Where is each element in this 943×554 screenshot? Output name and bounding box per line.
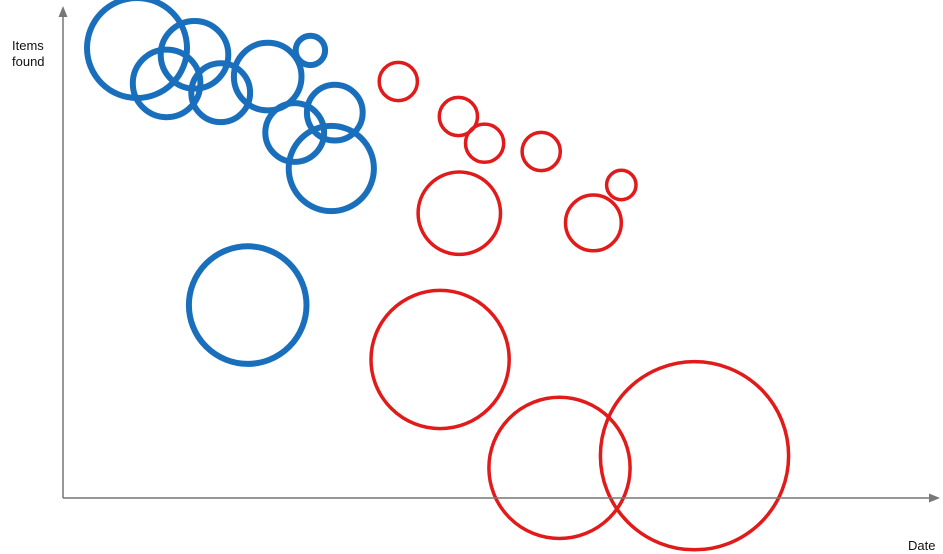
red-bubble-6 (416, 170, 503, 257)
red-bubble-1 (377, 60, 420, 103)
y-axis-arrow-icon (58, 6, 68, 17)
red-bubble-4 (520, 130, 563, 173)
red-bubble-9 (487, 395, 632, 541)
y-axis-label-line-2: found (12, 54, 45, 69)
red-bubble-10 (598, 359, 791, 552)
bubbles-layer (84, 0, 791, 552)
y-axis-label-line-1: Items (12, 38, 44, 53)
red-bubble-8 (369, 288, 511, 431)
blue-bubble-5 (230, 39, 305, 114)
blue-bubble-3 (129, 46, 204, 121)
red-bubble-7 (563, 193, 624, 253)
blue-bubble-4 (188, 60, 254, 126)
x-axis-label: Date (908, 538, 935, 553)
red-bubble-5 (604, 168, 638, 202)
blue-bubble-7 (303, 81, 366, 144)
red-bubble-2 (437, 95, 480, 138)
blue-bubble-9 (285, 122, 377, 215)
blue-bubble-6 (292, 32, 329, 69)
red-bubble-3 (463, 122, 506, 165)
x-axis-arrow-icon (929, 493, 940, 503)
blue-bubble-10 (185, 243, 310, 367)
y-axis-label: Items found (12, 38, 47, 69)
blue-bubble-8 (262, 100, 328, 165)
